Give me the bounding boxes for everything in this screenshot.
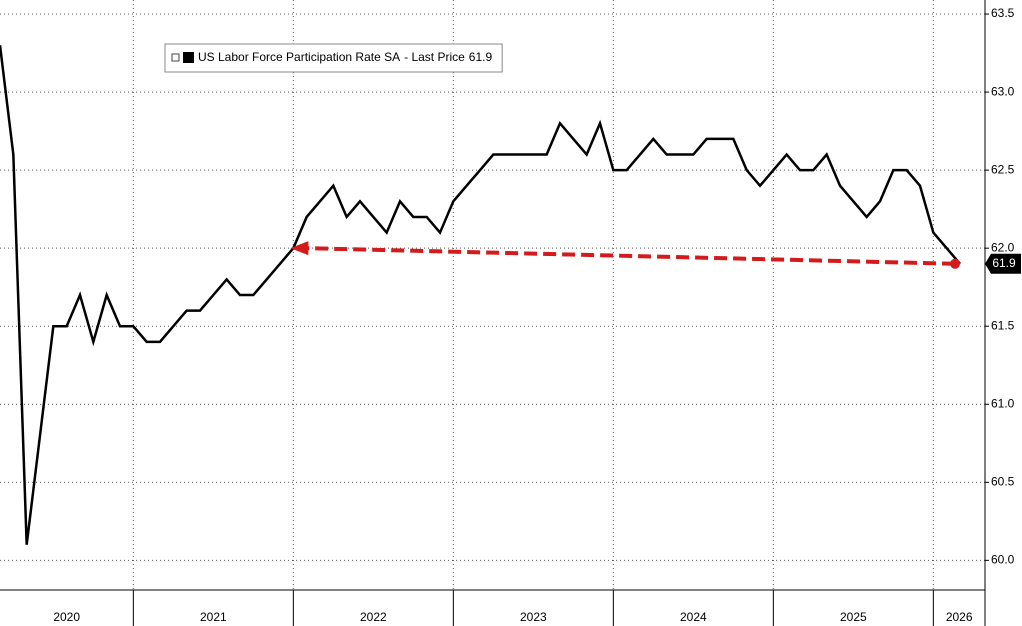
legend-swatch	[183, 52, 194, 63]
x-tick-label: 2026	[946, 610, 973, 624]
y-tick-label: 62.5	[991, 162, 1015, 176]
x-tick-label: 2020	[53, 610, 80, 624]
last-price-dot	[950, 258, 960, 269]
y-tick-label: 60.0	[991, 553, 1015, 567]
last-price-arrow	[307, 246, 956, 266]
line-series	[0, 45, 961, 545]
last-price-tag-label: 61.9	[992, 256, 1016, 270]
y-tick-label: 63.0	[991, 84, 1015, 98]
y-tick-label: 61.0	[991, 396, 1015, 410]
legend: US Labor Force Participation Rate SA - L…	[164, 43, 503, 73]
y-tick-label: 62.0	[991, 240, 1015, 254]
y-tick-label: 61.5	[991, 318, 1015, 332]
legend-last-price: - Last Price	[404, 50, 465, 64]
legend-box	[164, 43, 503, 73]
legend-label: US Labor Force Participation Rate SA	[198, 50, 400, 64]
x-tick-label: 2024	[680, 610, 707, 624]
legend-toggle	[171, 53, 180, 62]
y-tick-label: 63.5	[991, 6, 1015, 20]
y-tick-label: 60.5	[991, 474, 1015, 488]
last-price-tag	[985, 253, 1021, 274]
x-tick-label: 2025	[840, 610, 867, 624]
x-tick-label: 2023	[520, 610, 547, 624]
x-tick-label: 2021	[200, 610, 227, 624]
arrow-head	[290, 241, 309, 256]
x-tick-label: 2022	[360, 610, 387, 624]
legend-last-value: 61.9	[469, 50, 493, 64]
